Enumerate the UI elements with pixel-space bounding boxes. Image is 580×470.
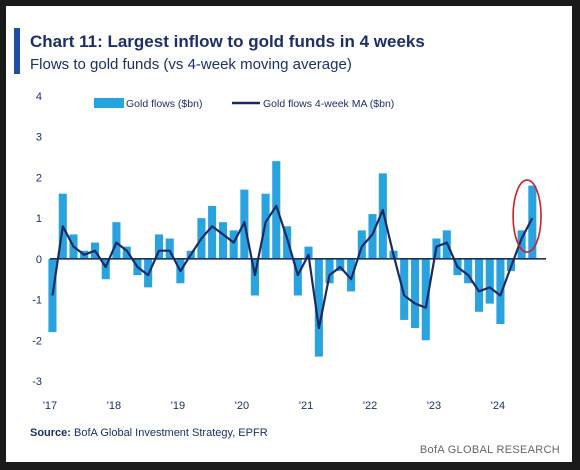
flow-bar [154, 234, 164, 259]
flow-bar [272, 161, 281, 259]
flow-bar [325, 258, 334, 284]
x-tick-label: '18 [107, 400, 121, 412]
flow-bar [517, 230, 526, 259]
flow-bar [48, 258, 57, 333]
source-text: BofA Global Investment Strategy, EPFR [74, 427, 268, 439]
flow-bar [528, 185, 537, 259]
y-tick-label: 3 [36, 132, 42, 144]
flow-bar [357, 230, 366, 259]
highlight-ellipse [512, 179, 542, 253]
flow-bar [283, 226, 292, 259]
y-tick-label: -2 [32, 335, 42, 347]
chart-title: Chart 11: Largest inflow to gold funds i… [30, 32, 425, 51]
chart-subtitle: Flows to gold funds (vs 4-week moving av… [30, 56, 352, 73]
y-tick-label: -3 [32, 376, 42, 388]
flow-bar [411, 258, 420, 329]
chart-card: Chart 11: Largest inflow to gold funds i… [6, 6, 572, 462]
flow-bar [122, 246, 131, 259]
y-tick-label: 1 [36, 213, 42, 225]
flow-bar [485, 258, 494, 304]
x-tick-label: '19 [171, 400, 185, 412]
legend-label-bars: Gold flows ($bn) [126, 98, 202, 110]
source-note: Source: BofA Global Investment Strategy,… [30, 427, 268, 439]
flow-bar [250, 258, 259, 296]
flow-bar [421, 258, 430, 341]
flow-bar [218, 222, 228, 259]
source-label: Source: [30, 427, 71, 439]
y-tick-label: 0 [36, 254, 42, 266]
flow-bar [314, 258, 323, 357]
flow-bar [293, 258, 302, 296]
flow-bar [368, 214, 377, 259]
y-tick-label: 4 [36, 91, 42, 103]
flow-bar [165, 238, 174, 259]
brand-label: BofA GLOBAL RESEARCH [419, 444, 560, 456]
x-tick-label: '24 [491, 400, 505, 412]
x-tick-label: '21 [299, 400, 313, 412]
x-tick-label: '22 [363, 400, 377, 412]
flow-bar [304, 246, 313, 259]
flows-chart: -3 -2 -1 0 1 2 3 4 '17 '18 '19 '20 '21 '22 '23 '24 Gold … [32, 91, 546, 412]
flow-bar [229, 230, 238, 259]
y-tick-label: -1 [32, 295, 42, 307]
legend-swatch-bars [94, 98, 124, 108]
flow-bar [336, 258, 345, 272]
ma-line [51, 204, 534, 330]
flow-bar [347, 258, 356, 292]
flow-bar [475, 258, 484, 312]
title-accent-bar [14, 28, 20, 74]
flow-bar [400, 258, 409, 320]
flow-bar [112, 222, 121, 259]
flow-bar [208, 205, 217, 259]
flow-bar [464, 258, 473, 284]
x-tick-label: '17 [43, 400, 57, 412]
flow-bar [496, 258, 505, 324]
flow-bar [378, 173, 387, 259]
y-tick-label: 2 [36, 172, 42, 184]
x-tick-label: '23 [427, 400, 441, 412]
x-tick-label: '20 [235, 400, 249, 412]
flow-bar [101, 258, 110, 280]
legend-label-ma: Gold flows 4-week MA ($bn) [263, 98, 394, 110]
